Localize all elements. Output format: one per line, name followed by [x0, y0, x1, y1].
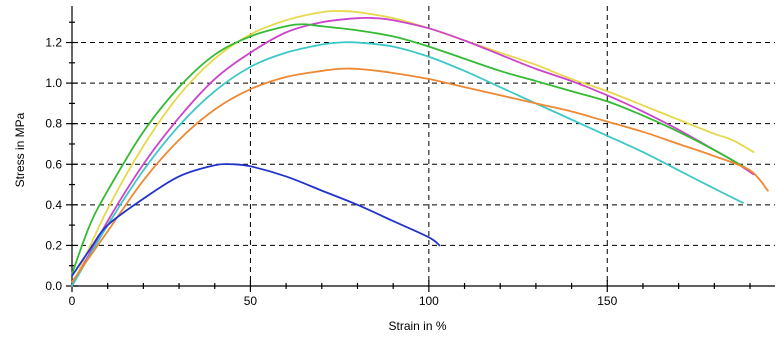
x-tick-label: 50 [244, 294, 258, 308]
axes [66, 6, 775, 292]
x-axis-title: Strain in % [388, 319, 446, 333]
y-tick-label: 1.2 [45, 36, 62, 50]
grid-lines [72, 6, 775, 286]
series-line-2 [71, 16, 755, 287]
y-tick-label: 0.4 [45, 198, 62, 212]
x-tick-label: 0 [69, 294, 76, 308]
y-tick-label: 1.0 [45, 76, 62, 90]
y-tick-label: 0.0 [45, 279, 62, 293]
y-axis-title: Stress in MPa [13, 112, 27, 187]
y-tick-label: 0.8 [45, 117, 62, 131]
series-line-1 [71, 10, 755, 287]
y-tick-label: 0.6 [45, 157, 62, 171]
y-tick-label: 0.2 [45, 238, 62, 252]
tick-labels: 0.0 0.2 0.4 0.6 0.8 1.0 1.2 0 50 100 150 [45, 36, 617, 308]
x-tick-label: 150 [597, 294, 617, 308]
series-line-6 [71, 163, 441, 277]
series-lines [71, 10, 769, 287]
series-line-5 [71, 67, 769, 283]
x-tick-label: 100 [419, 294, 439, 308]
series-line-3 [71, 23, 751, 275]
series-line-4 [71, 41, 744, 287]
